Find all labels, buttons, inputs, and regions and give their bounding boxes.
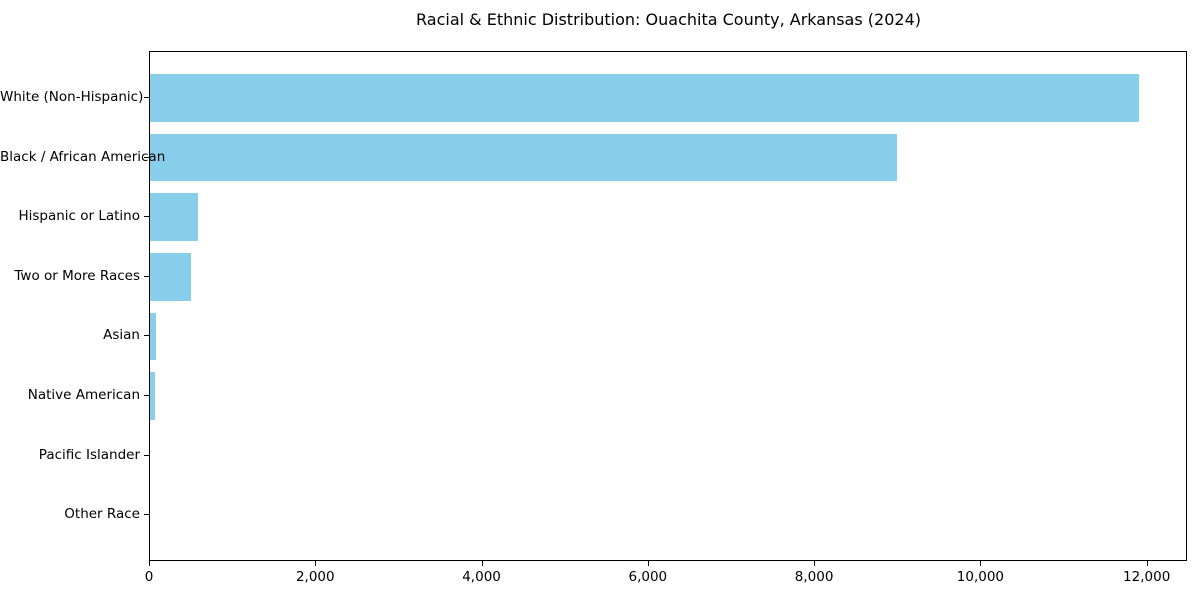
y-tick-mark — [144, 156, 149, 158]
bar-hispanic-or-latino — [150, 193, 198, 241]
x-tick-label: 12,000 — [1123, 569, 1171, 585]
y-tick-mark — [144, 97, 149, 98]
x-tick-mark — [481, 561, 483, 566]
y-tick-label-white-non-hispanic: White (Non-Hispanic) — [0, 89, 144, 105]
x-tick-label: 8,000 — [794, 569, 834, 585]
y-tick-label-two-or-more-races: Two or More Races — [14, 267, 140, 284]
plot-area — [149, 51, 1187, 561]
chart-title: Racial & Ethnic Distribution: Ouachita C… — [416, 10, 921, 29]
x-tick-mark — [814, 561, 816, 566]
y-tick-mark — [144, 216, 149, 218]
y-tick-mark — [144, 454, 149, 456]
y-tick-label-native-american: Native American — [27, 387, 140, 403]
x-tick-mark — [980, 561, 982, 566]
y-tick-mark — [144, 395, 149, 396]
x-tick-mark — [647, 561, 649, 566]
y-tick-label-hispanic-or-latino: Hispanic or Latino — [18, 208, 140, 225]
bar-white-non-hispanic — [150, 74, 1139, 122]
y-tick-label-black-african-american: Black / African American — [0, 148, 166, 165]
y-tick-mark — [144, 335, 149, 337]
bar-two-or-more-races — [150, 253, 191, 301]
x-tick-label: 2,000 — [295, 569, 335, 585]
x-tick-label: 6,000 — [628, 569, 668, 585]
x-tick-label: 0 — [144, 569, 154, 585]
x-tick-label: 10,000 — [956, 569, 1005, 585]
bar-native-american — [150, 372, 155, 420]
bar-asian — [150, 312, 157, 361]
y-tick-mark — [144, 275, 149, 277]
x-tick-mark — [1146, 561, 1148, 566]
bar-black-african-american — [150, 133, 897, 182]
x-tick-mark — [315, 561, 317, 566]
x-tick-mark — [149, 561, 150, 566]
y-tick-mark — [144, 514, 149, 516]
y-tick-label-other-race: Other Race — [64, 506, 140, 523]
x-tick-label: 4,000 — [462, 569, 501, 585]
y-tick-label-pacific-islander: Pacific Islander — [38, 446, 140, 463]
y-tick-label-asian: Asian — [103, 327, 140, 344]
